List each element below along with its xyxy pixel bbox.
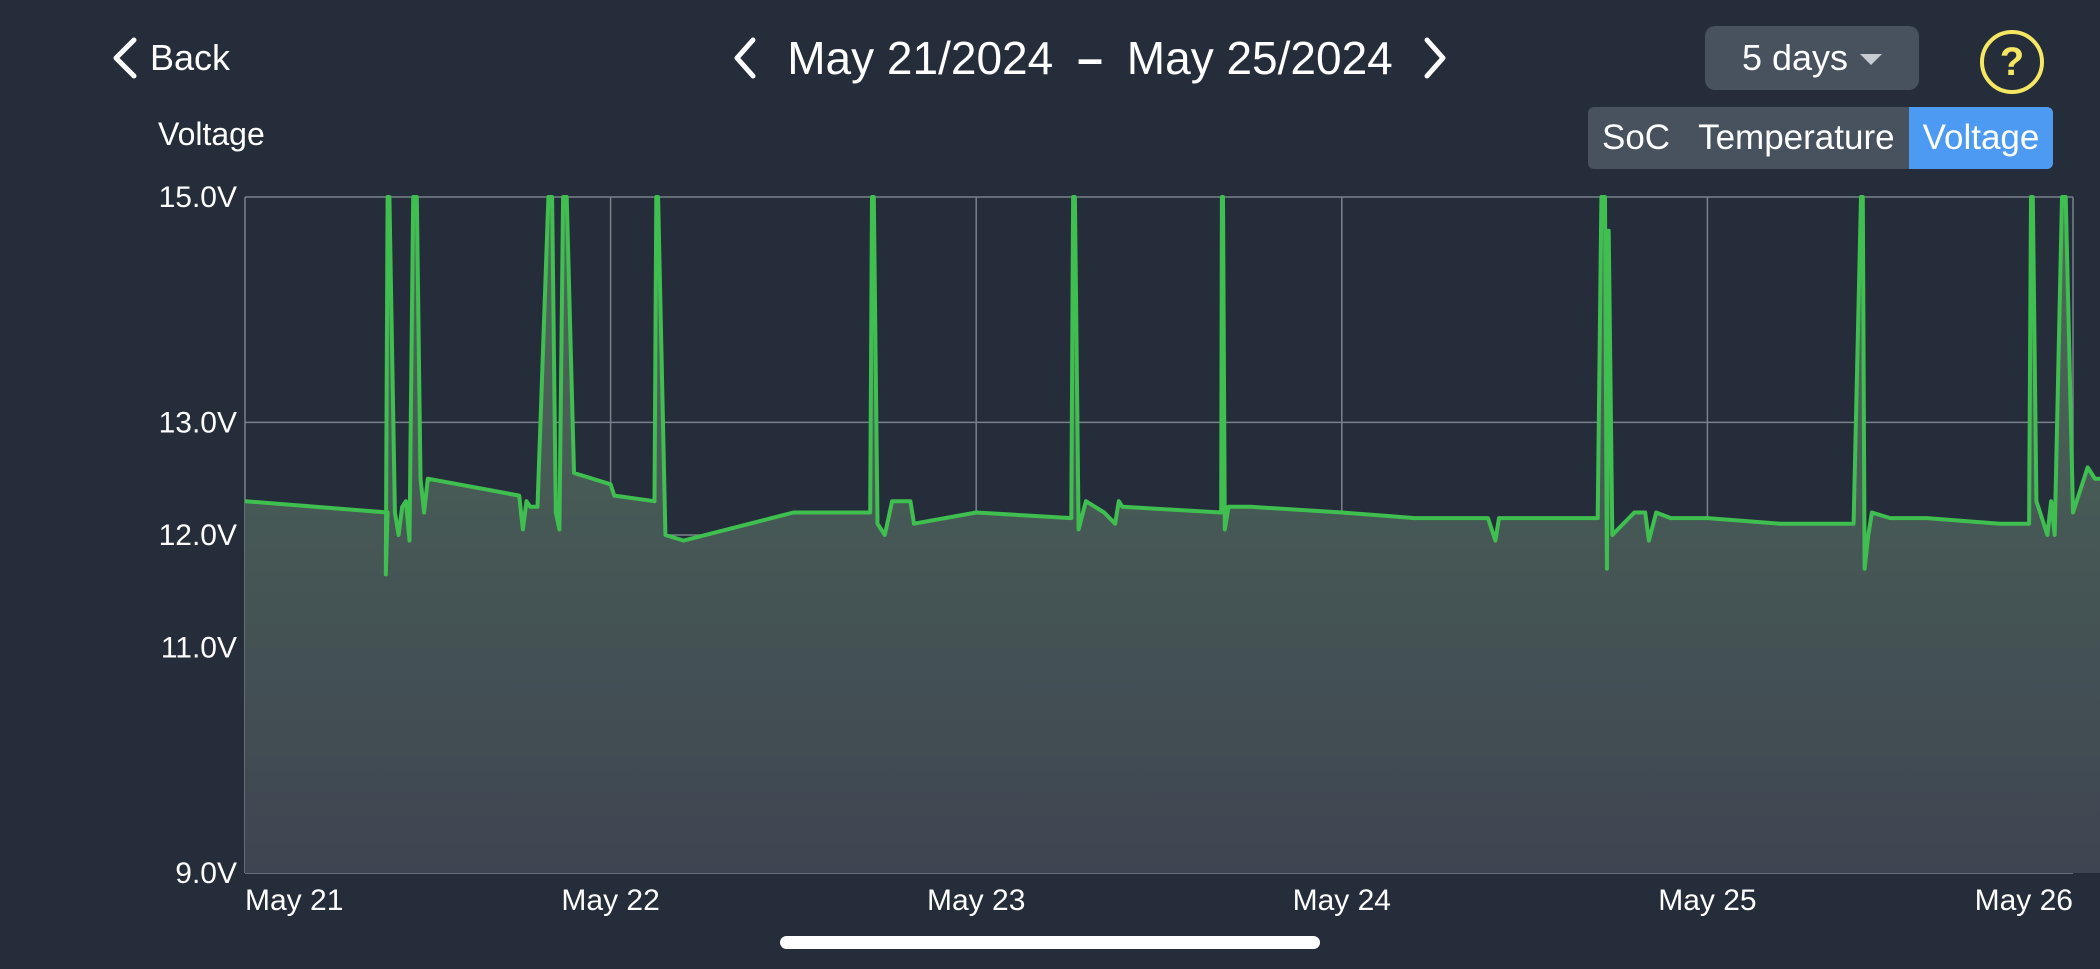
y-tick-label: 13.0V	[159, 406, 237, 439]
start-date: May 21/2024	[787, 32, 1054, 84]
x-axis-labels: May 21 May 22 May 23 May 24 May 25 May 26	[245, 884, 2073, 917]
x-tick-label: May 21	[245, 884, 343, 917]
x-tick-label: May 23	[927, 884, 1025, 917]
chevron-left-icon	[113, 37, 137, 79]
range-label: 5 days	[1741, 37, 1849, 78]
tab-voltage[interactable]: Voltage	[1908, 107, 2054, 169]
x-tick-label: May 26	[1975, 884, 2073, 917]
y-tick-label: 15.0V	[159, 181, 237, 214]
y-tick-label: 11.0V	[161, 632, 237, 665]
y-axis-title: Voltage	[158, 116, 265, 152]
voltage-area	[245, 197, 2100, 873]
home-indicator	[780, 936, 1320, 949]
voltage-line	[244, 195, 2100, 577]
end-date: May 25/2024	[1126, 32, 1393, 84]
y-tick-label: 9.0V	[175, 857, 237, 890]
help-icon[interactable]: ?	[1980, 30, 2044, 94]
date-range-navigator: May 21/2024 – May 25/2024	[720, 26, 1460, 90]
help-symbol: ?	[1999, 39, 2025, 84]
caret-down-icon	[1860, 54, 1883, 65]
y-tick-label: 12.0V	[159, 519, 237, 552]
back-button[interactable]: Back	[108, 32, 230, 84]
date-separator: –	[1077, 32, 1103, 84]
metric-segmented-control: SoC Temperature Voltage	[1588, 107, 2054, 169]
tab-soc[interactable]: SoC	[1602, 118, 1671, 157]
previous-period-icon[interactable]	[729, 34, 763, 82]
tab-temperature[interactable]: Temperature	[1698, 118, 1895, 157]
next-period-icon[interactable]	[1417, 34, 1451, 82]
back-label: Back	[150, 37, 231, 78]
range-dropdown[interactable]: 5 days	[1705, 26, 1919, 90]
y-axis-labels: 9.0V 11.0V 12.0V 13.0V 15.0V	[159, 181, 237, 890]
x-tick-label: May 25	[1658, 884, 1756, 917]
x-tick-label: May 24	[1293, 884, 1391, 917]
x-tick-label: May 22	[561, 884, 659, 917]
